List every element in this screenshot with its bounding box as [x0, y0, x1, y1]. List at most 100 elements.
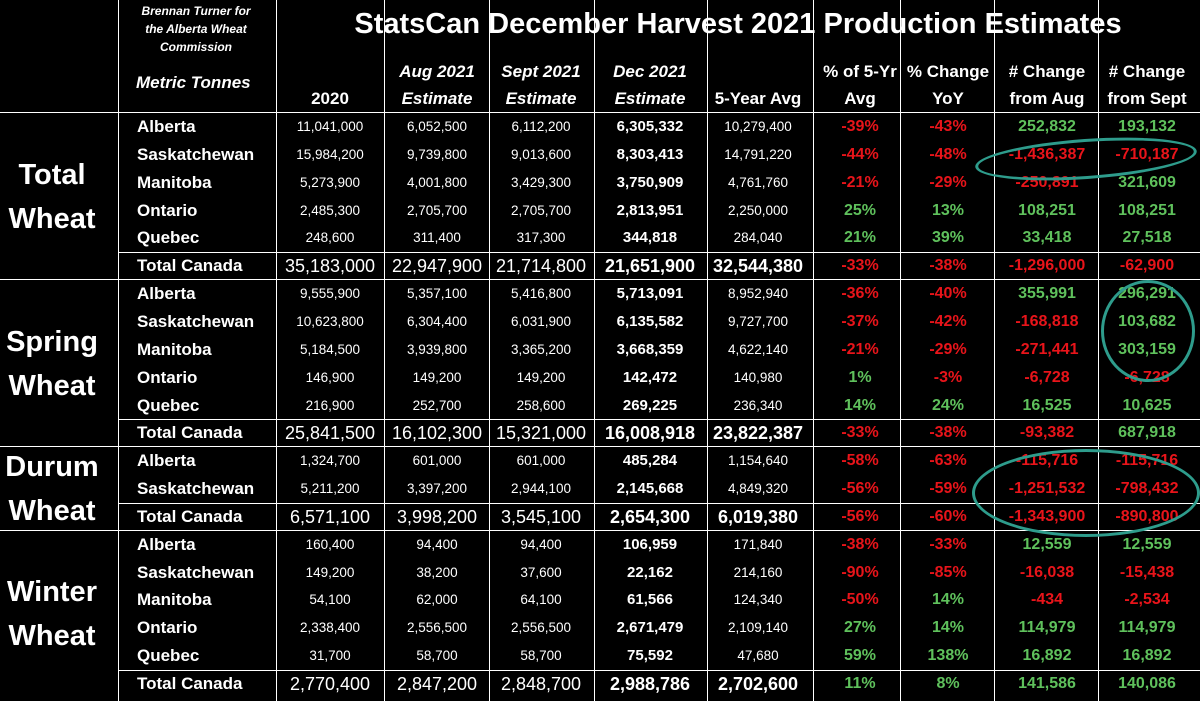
table-row: Saskatchewan 15,984,200 9,739,800 9,013,600… — [0, 141, 1200, 169]
cell-yoy: -3% — [933, 368, 963, 386]
cell-dec: 21,651,900 — [604, 256, 696, 277]
wheat-group-label-line: Spring — [6, 325, 98, 358]
cell-pct5: 1% — [848, 368, 872, 386]
cell-chg-sept: 193,132 — [1118, 118, 1176, 135]
column-header-line1: # Change — [1008, 62, 1086, 81]
cell-yoy: -42% — [929, 312, 967, 330]
column-header: Dec 2021 Estimate — [595, 58, 705, 112]
cell-avg5: 284,040 — [733, 230, 783, 246]
wheat-group-label-line: Durum — [5, 450, 99, 483]
table-row: Manitoba 54,100 62,000 64,100 61,566 124,340 -… — [0, 586, 1200, 614]
cell-pct5: -58% — [841, 452, 879, 470]
grid-line — [0, 279, 1200, 281]
cell-chg-aug: -250,891 — [1015, 173, 1079, 191]
cell-chg-aug: 252,832 — [1018, 118, 1076, 135]
cell-yoy: 14% — [931, 591, 965, 609]
cell-y2020: 216,900 — [305, 397, 355, 413]
cell-yoy: -59% — [929, 480, 967, 498]
column-header: Aug 2021 Estimate — [382, 58, 492, 112]
cell-aug: 3,998,200 — [396, 506, 478, 527]
cell-pct5: -39% — [841, 118, 879, 135]
cell-avg5: 4,849,320 — [727, 481, 789, 497]
cell-chg-aug: 355,991 — [1018, 285, 1076, 303]
cell-chg-aug: 114,979 — [1018, 619, 1076, 637]
cell-y2020: 5,184,500 — [299, 341, 361, 357]
province-label: Total Canada — [137, 506, 243, 526]
cell-avg5: 171,840 — [733, 536, 783, 552]
cell-yoy: -38% — [929, 257, 967, 275]
cell-aug: 3,397,200 — [406, 481, 468, 497]
grid-line — [0, 529, 1200, 531]
cell-y2020: 9,555,900 — [299, 286, 361, 302]
cell-y2020: 5,273,900 — [299, 174, 361, 190]
cell-chg-sept: 321,609 — [1118, 173, 1176, 191]
cell-dec: 3,750,909 — [616, 173, 684, 191]
cell-dec: 2,654,300 — [609, 506, 691, 527]
wheat-group-label-line: Wheat — [8, 620, 96, 653]
cell-dec: 269,225 — [622, 396, 678, 414]
cell-avg5: 14,791,220 — [724, 146, 792, 162]
highlight-ring — [972, 449, 1200, 537]
cell-y2020: 35,183,000 — [284, 256, 376, 277]
cell-dec: 61,566 — [627, 591, 673, 609]
column-header: % of 5-Yr Avg — [805, 58, 915, 112]
column-header-line2: 2020 — [311, 89, 349, 108]
cell-pct5: -44% — [841, 145, 879, 163]
cell-chg-sept: -2,534 — [1124, 591, 1170, 609]
wheat-group-label: Spring Wheat — [0, 320, 104, 408]
grid-line — [594, 0, 595, 702]
cell-dec: 2,145,668 — [616, 480, 684, 498]
cell-sept: 2,705,700 — [510, 202, 572, 218]
cell-aug: 38,200 — [416, 564, 458, 580]
cell-chg-aug: 108,251 — [1018, 201, 1076, 219]
cell-sept: 149,200 — [516, 369, 566, 385]
wheat-group-label-line: Wheat — [8, 202, 96, 235]
cell-pct5: -50% — [841, 591, 879, 609]
cell-chg-sept: 140,086 — [1118, 675, 1176, 692]
cell-avg5: 1,154,640 — [727, 453, 789, 469]
table-row: Quebec 31,700 58,700 58,700 75,592 47,680 59% 1… — [0, 642, 1200, 670]
column-header: % Change YoY — [893, 58, 1003, 112]
column-header: # Change from Aug — [992, 58, 1102, 112]
grid-line — [813, 0, 814, 702]
cell-dec: 75,592 — [627, 647, 673, 665]
cell-aug: 3,939,800 — [406, 341, 468, 357]
cell-avg5: 6,019,380 — [717, 506, 799, 527]
cell-dec: 16,008,918 — [604, 423, 696, 444]
cell-chg-aug: -434 — [1030, 591, 1064, 609]
cell-chg-sept: -62,900 — [1119, 257, 1175, 275]
cell-avg5: 8,952,940 — [727, 286, 789, 302]
column-header-line2: from Aug — [1009, 89, 1085, 108]
cell-pct5: 11% — [844, 675, 876, 692]
grid-line — [994, 0, 995, 702]
cell-chg-aug: -6,728 — [1024, 368, 1070, 386]
credit-line: Brennan Turner for — [141, 4, 251, 18]
cell-aug: 6,304,400 — [406, 313, 468, 329]
cell-chg-aug: -271,441 — [1015, 340, 1079, 358]
cell-pct5: -33% — [841, 257, 879, 275]
table-row: Ontario 2,485,300 2,705,700 2,705,700 2,813,… — [0, 197, 1200, 225]
table-row: Ontario 146,900 149,200 149,200 142,472 140,9… — [0, 364, 1200, 392]
cell-y2020: 146,900 — [305, 369, 355, 385]
cell-dec: 6,305,332 — [616, 118, 684, 135]
cell-pct5: -36% — [841, 285, 879, 303]
cell-chg-aug: 12,559 — [1022, 535, 1072, 553]
cell-avg5: 2,109,140 — [727, 620, 789, 636]
cell-dec: 2,988,786 — [609, 674, 691, 694]
column-header-line2: 5-Year Avg — [714, 89, 802, 108]
province-label: Total Canada — [137, 423, 243, 443]
cell-aug: 2,556,500 — [406, 620, 468, 636]
wheat-group-label-line: Total — [18, 158, 86, 191]
cell-yoy: -29% — [929, 173, 967, 191]
cell-chg-sept: 27,518 — [1122, 229, 1172, 247]
table-row: Saskatchewan 149,200 38,200 37,600 22,162 214… — [0, 559, 1200, 587]
cell-dec: 8,303,413 — [616, 145, 684, 163]
cell-aug: 311,400 — [413, 230, 461, 246]
cell-sept: 2,944,100 — [510, 481, 572, 497]
cell-chg-sept: 16,892 — [1122, 647, 1172, 665]
table-row: Manitoba 5,273,900 4,001,800 3,429,300 3,750… — [0, 169, 1200, 197]
cell-pct5: -33% — [841, 424, 879, 442]
cell-yoy: -38% — [929, 424, 967, 442]
grid-line — [118, 419, 1200, 421]
